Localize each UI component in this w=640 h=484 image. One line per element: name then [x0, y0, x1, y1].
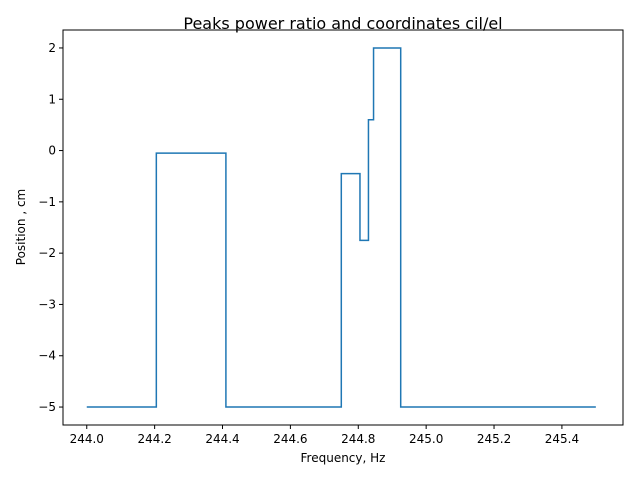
y-axis-label: Position , cm — [14, 189, 28, 265]
series-line-0 — [86, 47, 596, 408]
x-tick-label: 245.2 — [477, 432, 511, 446]
x-axis-label: Frequency, Hz — [301, 451, 386, 465]
y-tick-label: −5 — [38, 400, 56, 414]
x-axis-ticks: 244.0 244.2 244.4 244.6 244.8 245.0 245.2 245.4 — [70, 425, 579, 446]
y-tick-label: −4 — [38, 349, 56, 363]
y-tick-label: 0 — [48, 144, 56, 158]
x-tick-label: 244.8 — [341, 432, 375, 446]
x-tick-label: 244.4 — [205, 432, 239, 446]
y-tick-label: −1 — [38, 195, 56, 209]
y-tick-label: 1 — [48, 92, 56, 106]
y-tick-label: −2 — [38, 246, 56, 260]
x-tick-label: 244.6 — [273, 432, 307, 446]
y-tick-label: −3 — [38, 297, 56, 311]
x-tick-label: 244.2 — [137, 432, 171, 446]
plot-series — [86, 47, 596, 408]
chart-title: Peaks power ratio and coordinates cil/el — [183, 14, 502, 33]
x-tick-label: 245.0 — [409, 432, 443, 446]
y-axis-ticks: 2 1 0 −1 −2 −3 −4 −5 — [38, 41, 63, 414]
x-tick-label: 244.0 — [70, 432, 104, 446]
y-tick-label: 2 — [48, 41, 56, 55]
plot-area-frame — [62, 29, 624, 426]
x-tick-label: 245.4 — [545, 432, 579, 446]
